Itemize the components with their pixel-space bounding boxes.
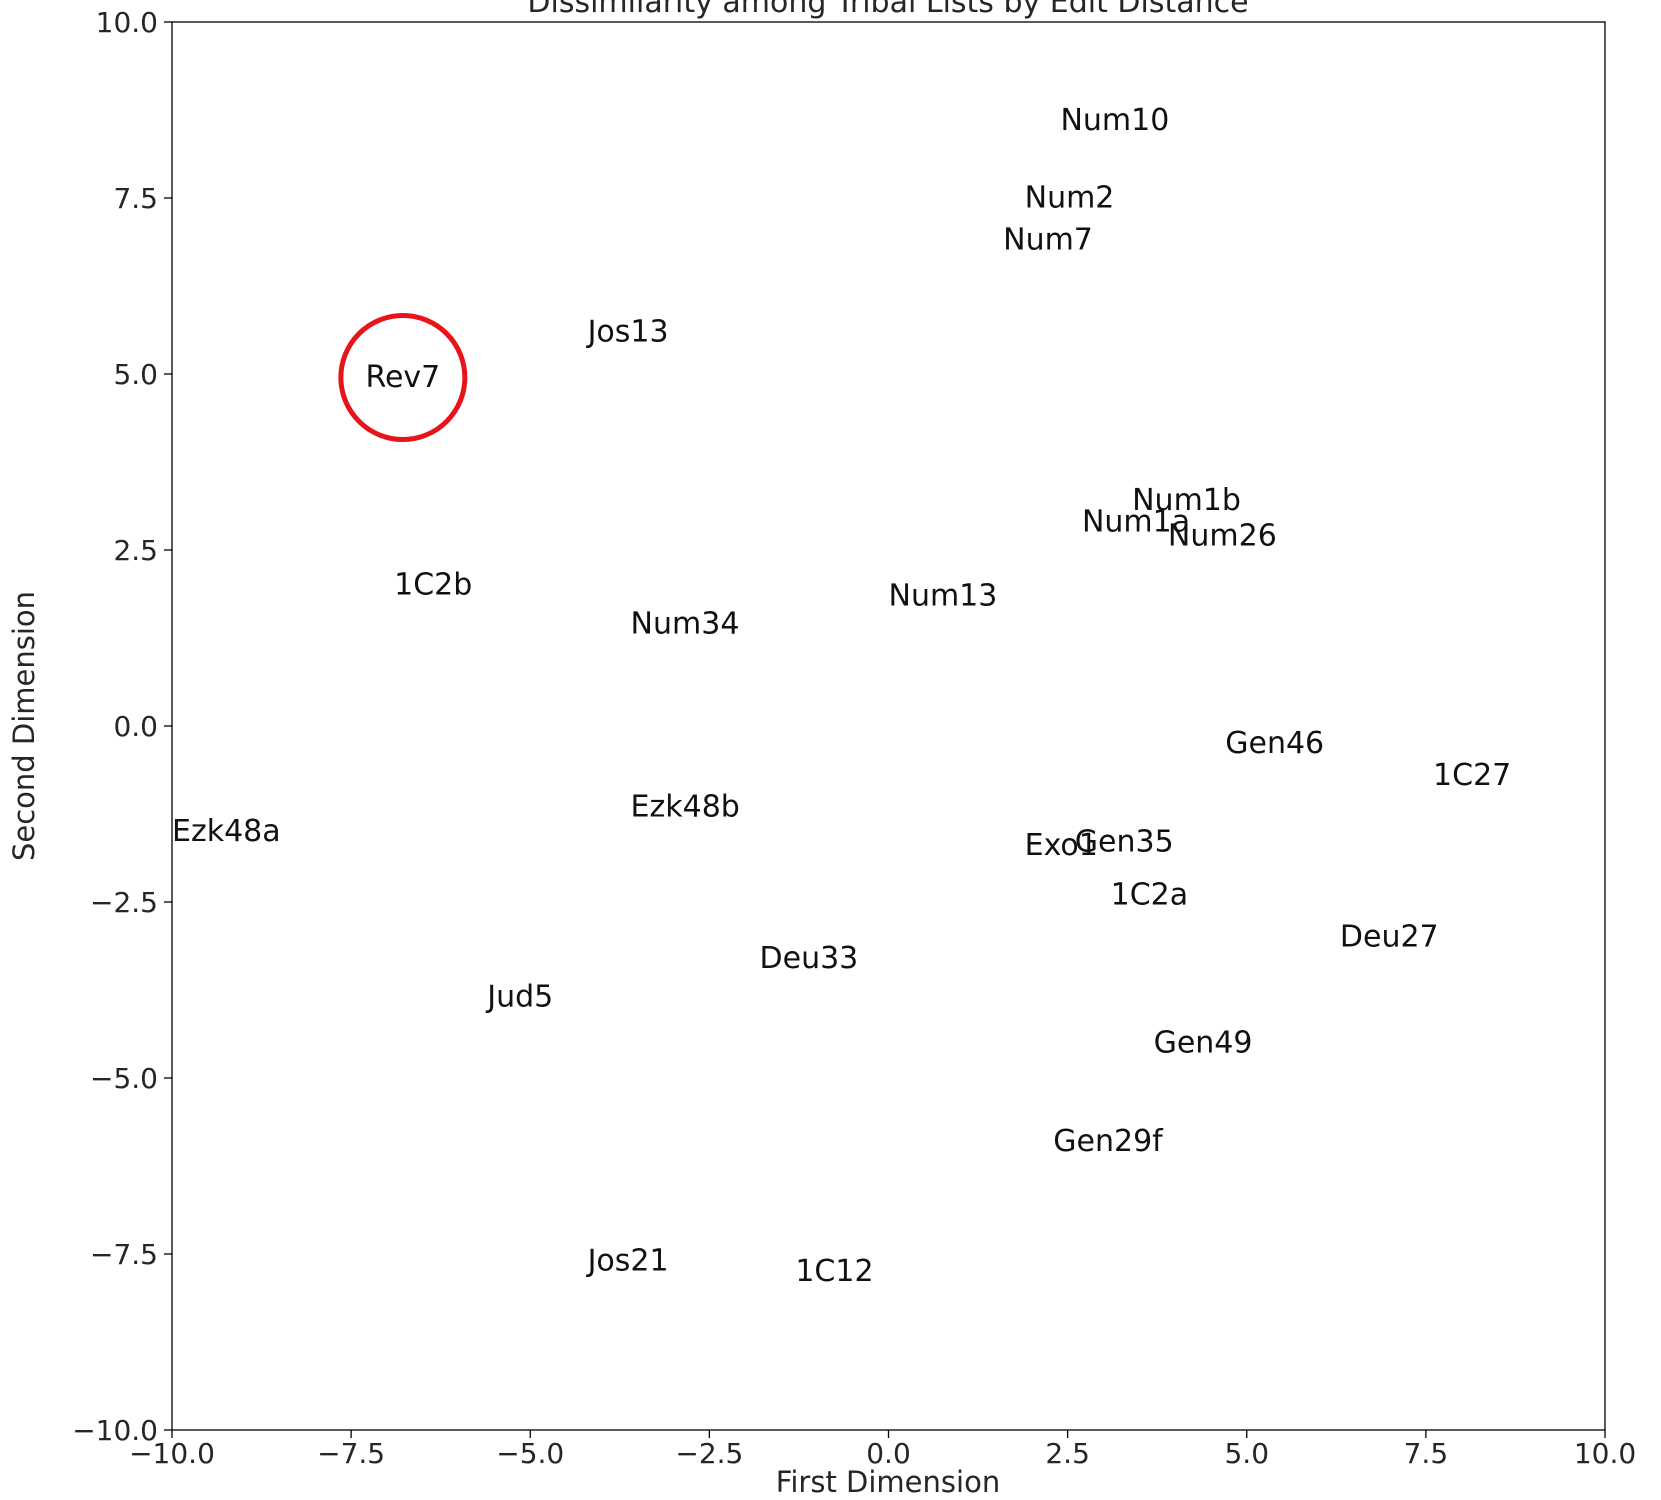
y-axis-label: Second Dimension: [7, 591, 41, 861]
x-tick-label: 2.5: [1045, 1437, 1090, 1470]
point-label-num1b: Num1b: [1132, 483, 1241, 518]
axis-ticks: −10.0 −7.5 −5.0 −2.5 0.0 2.5 5.0 7.5 10.0 −10.0 −7…: [72, 6, 1636, 1470]
y-tick-label: −7.5: [90, 1238, 158, 1271]
y-tick-label: 0.0: [113, 710, 158, 743]
y-tick-label: 7.5: [113, 182, 158, 215]
point-label-1c27: 1C27: [1433, 758, 1511, 793]
point-label-gen46: Gen46: [1225, 726, 1324, 761]
point-label-exo1: Exo1: [1025, 828, 1098, 863]
point-label-jos13: Jos13: [586, 314, 669, 349]
point-label-num1a: Num1a: [1082, 504, 1190, 539]
x-tick-label: −5.0: [496, 1437, 564, 1470]
highlight-circle: [338, 313, 468, 443]
x-tick-label: 0.0: [866, 1437, 911, 1470]
point-label-1c12: 1C12: [795, 1254, 873, 1289]
y-tick-label: −10.0: [72, 1414, 158, 1447]
point-label-num34: Num34: [631, 606, 740, 641]
point-label-1c2a: 1C2a: [1111, 877, 1189, 912]
point-label-ezk48a: Ezk48a: [172, 814, 281, 849]
point-label-jud5: Jud5: [485, 980, 553, 1015]
y-tick-label: −5.0: [90, 1062, 158, 1095]
chart-title: Dissimilarity among Tribal Lists by Edit…: [527, 0, 1248, 20]
y-tick-label: 2.5: [113, 534, 158, 567]
x-tick-label: 7.5: [1404, 1437, 1449, 1470]
y-tick-label: 10.0: [96, 6, 158, 39]
point-label-jos21: Jos21: [586, 1244, 669, 1279]
point-label-deu33: Deu33: [760, 941, 859, 976]
y-tick-label: 5.0: [113, 358, 158, 391]
point-label-deu27: Deu27: [1340, 920, 1439, 955]
y-tick-label: −2.5: [90, 886, 158, 919]
point-label-num10: Num10: [1060, 103, 1169, 138]
x-tick-label: 10.0: [1574, 1437, 1636, 1470]
point-label-ezk48b: Ezk48b: [631, 789, 740, 824]
x-tick-label: −2.5: [675, 1437, 743, 1470]
point-label-1c2b: 1C2b: [394, 568, 472, 603]
x-axis-label: First Dimension: [776, 1465, 1000, 1499]
point-label-num2: Num2: [1025, 181, 1115, 216]
plot-frame: [171, 21, 1606, 1431]
point-label-num13: Num13: [889, 578, 998, 613]
point-label-rev7: Rev7: [365, 360, 440, 395]
point-label-gen49: Gen49: [1154, 1025, 1253, 1060]
point-label-gen35: Gen35: [1075, 825, 1174, 860]
point-label-num26: Num26: [1168, 518, 1277, 553]
x-tick-label: −10.0: [129, 1437, 215, 1470]
point-label-gen29f: Gen29f: [1053, 1124, 1164, 1159]
point-label-num7: Num7: [1003, 223, 1093, 258]
x-tick-label: −7.5: [317, 1437, 385, 1470]
x-tick-label: 5.0: [1224, 1437, 1269, 1470]
